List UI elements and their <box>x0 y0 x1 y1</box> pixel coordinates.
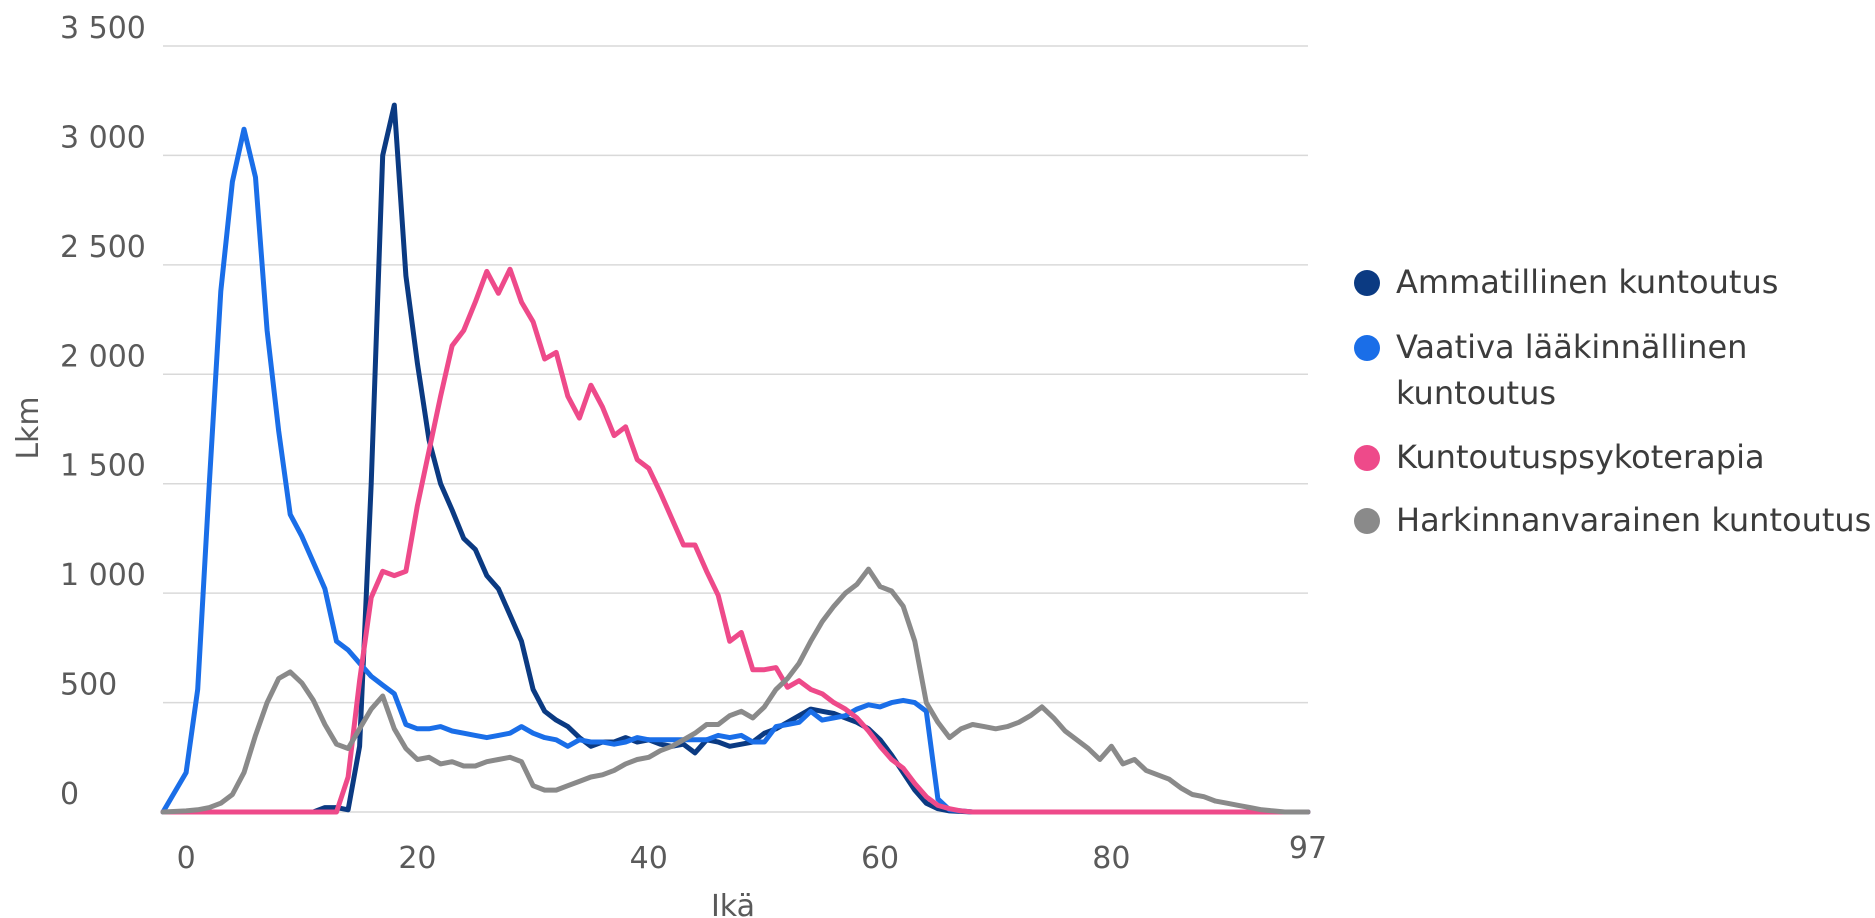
x-axis-ticks: 0 20 40 60 80 97 <box>177 831 1328 876</box>
series-line-1 <box>160 102 1311 815</box>
y-tick-label: 1 500 <box>60 449 146 484</box>
series-line-2 <box>160 126 1311 815</box>
legend-label: Vaativa lääkinnällinen kuntoutus <box>1396 328 1747 412</box>
legend-item-2: Vaativa lääkinnällinen kuntoutus <box>1354 328 1747 412</box>
y-axis-ticks: 0 500 1 000 1 500 2 000 2 500 3 000 3 500 <box>60 11 146 812</box>
x-tick-label: 60 <box>861 841 899 876</box>
x-tick-label: 20 <box>398 841 436 876</box>
legend-swatch <box>1354 508 1380 534</box>
legend-label: Kuntoutuspsykoterapia <box>1396 438 1765 476</box>
grid-layer <box>163 45 1308 813</box>
x-tick-label: 97 <box>1289 831 1327 866</box>
x-tick-label: 40 <box>630 841 668 876</box>
legend-swatch <box>1354 335 1380 361</box>
legend-swatch <box>1354 270 1380 296</box>
legend-item-1: Ammatillinen kuntoutus <box>1354 263 1778 301</box>
series-layer <box>160 102 1311 815</box>
x-tick-label: 80 <box>1092 841 1130 876</box>
series-line-3 <box>160 266 1311 815</box>
legend-label: Harkinnanvarainen kuntoutus <box>1396 501 1871 539</box>
legend-swatch <box>1354 445 1380 471</box>
x-tick-label: 0 <box>177 841 196 876</box>
legend: Ammatillinen kuntoutus Vaativa lääkinnäll… <box>1354 263 1871 539</box>
y-tick-label: 2 500 <box>60 230 146 265</box>
y-tick-label: 0 <box>60 777 79 812</box>
legend-item-4: Harkinnanvarainen kuntoutus <box>1354 501 1871 539</box>
y-tick-label: 1 000 <box>60 558 146 593</box>
x-axis-title: Ikä <box>711 889 755 918</box>
series-line-4 <box>160 566 1311 815</box>
y-tick-label: 2 000 <box>60 339 146 374</box>
legend-item-3: Kuntoutuspsykoterapia <box>1354 438 1765 476</box>
y-tick-label: 3 000 <box>60 120 146 155</box>
y-tick-label: 3 500 <box>60 11 146 46</box>
y-axis-title: Lkm <box>11 396 46 459</box>
y-tick-label: 500 <box>60 668 117 703</box>
legend-label: Ammatillinen kuntoutus <box>1396 263 1778 301</box>
